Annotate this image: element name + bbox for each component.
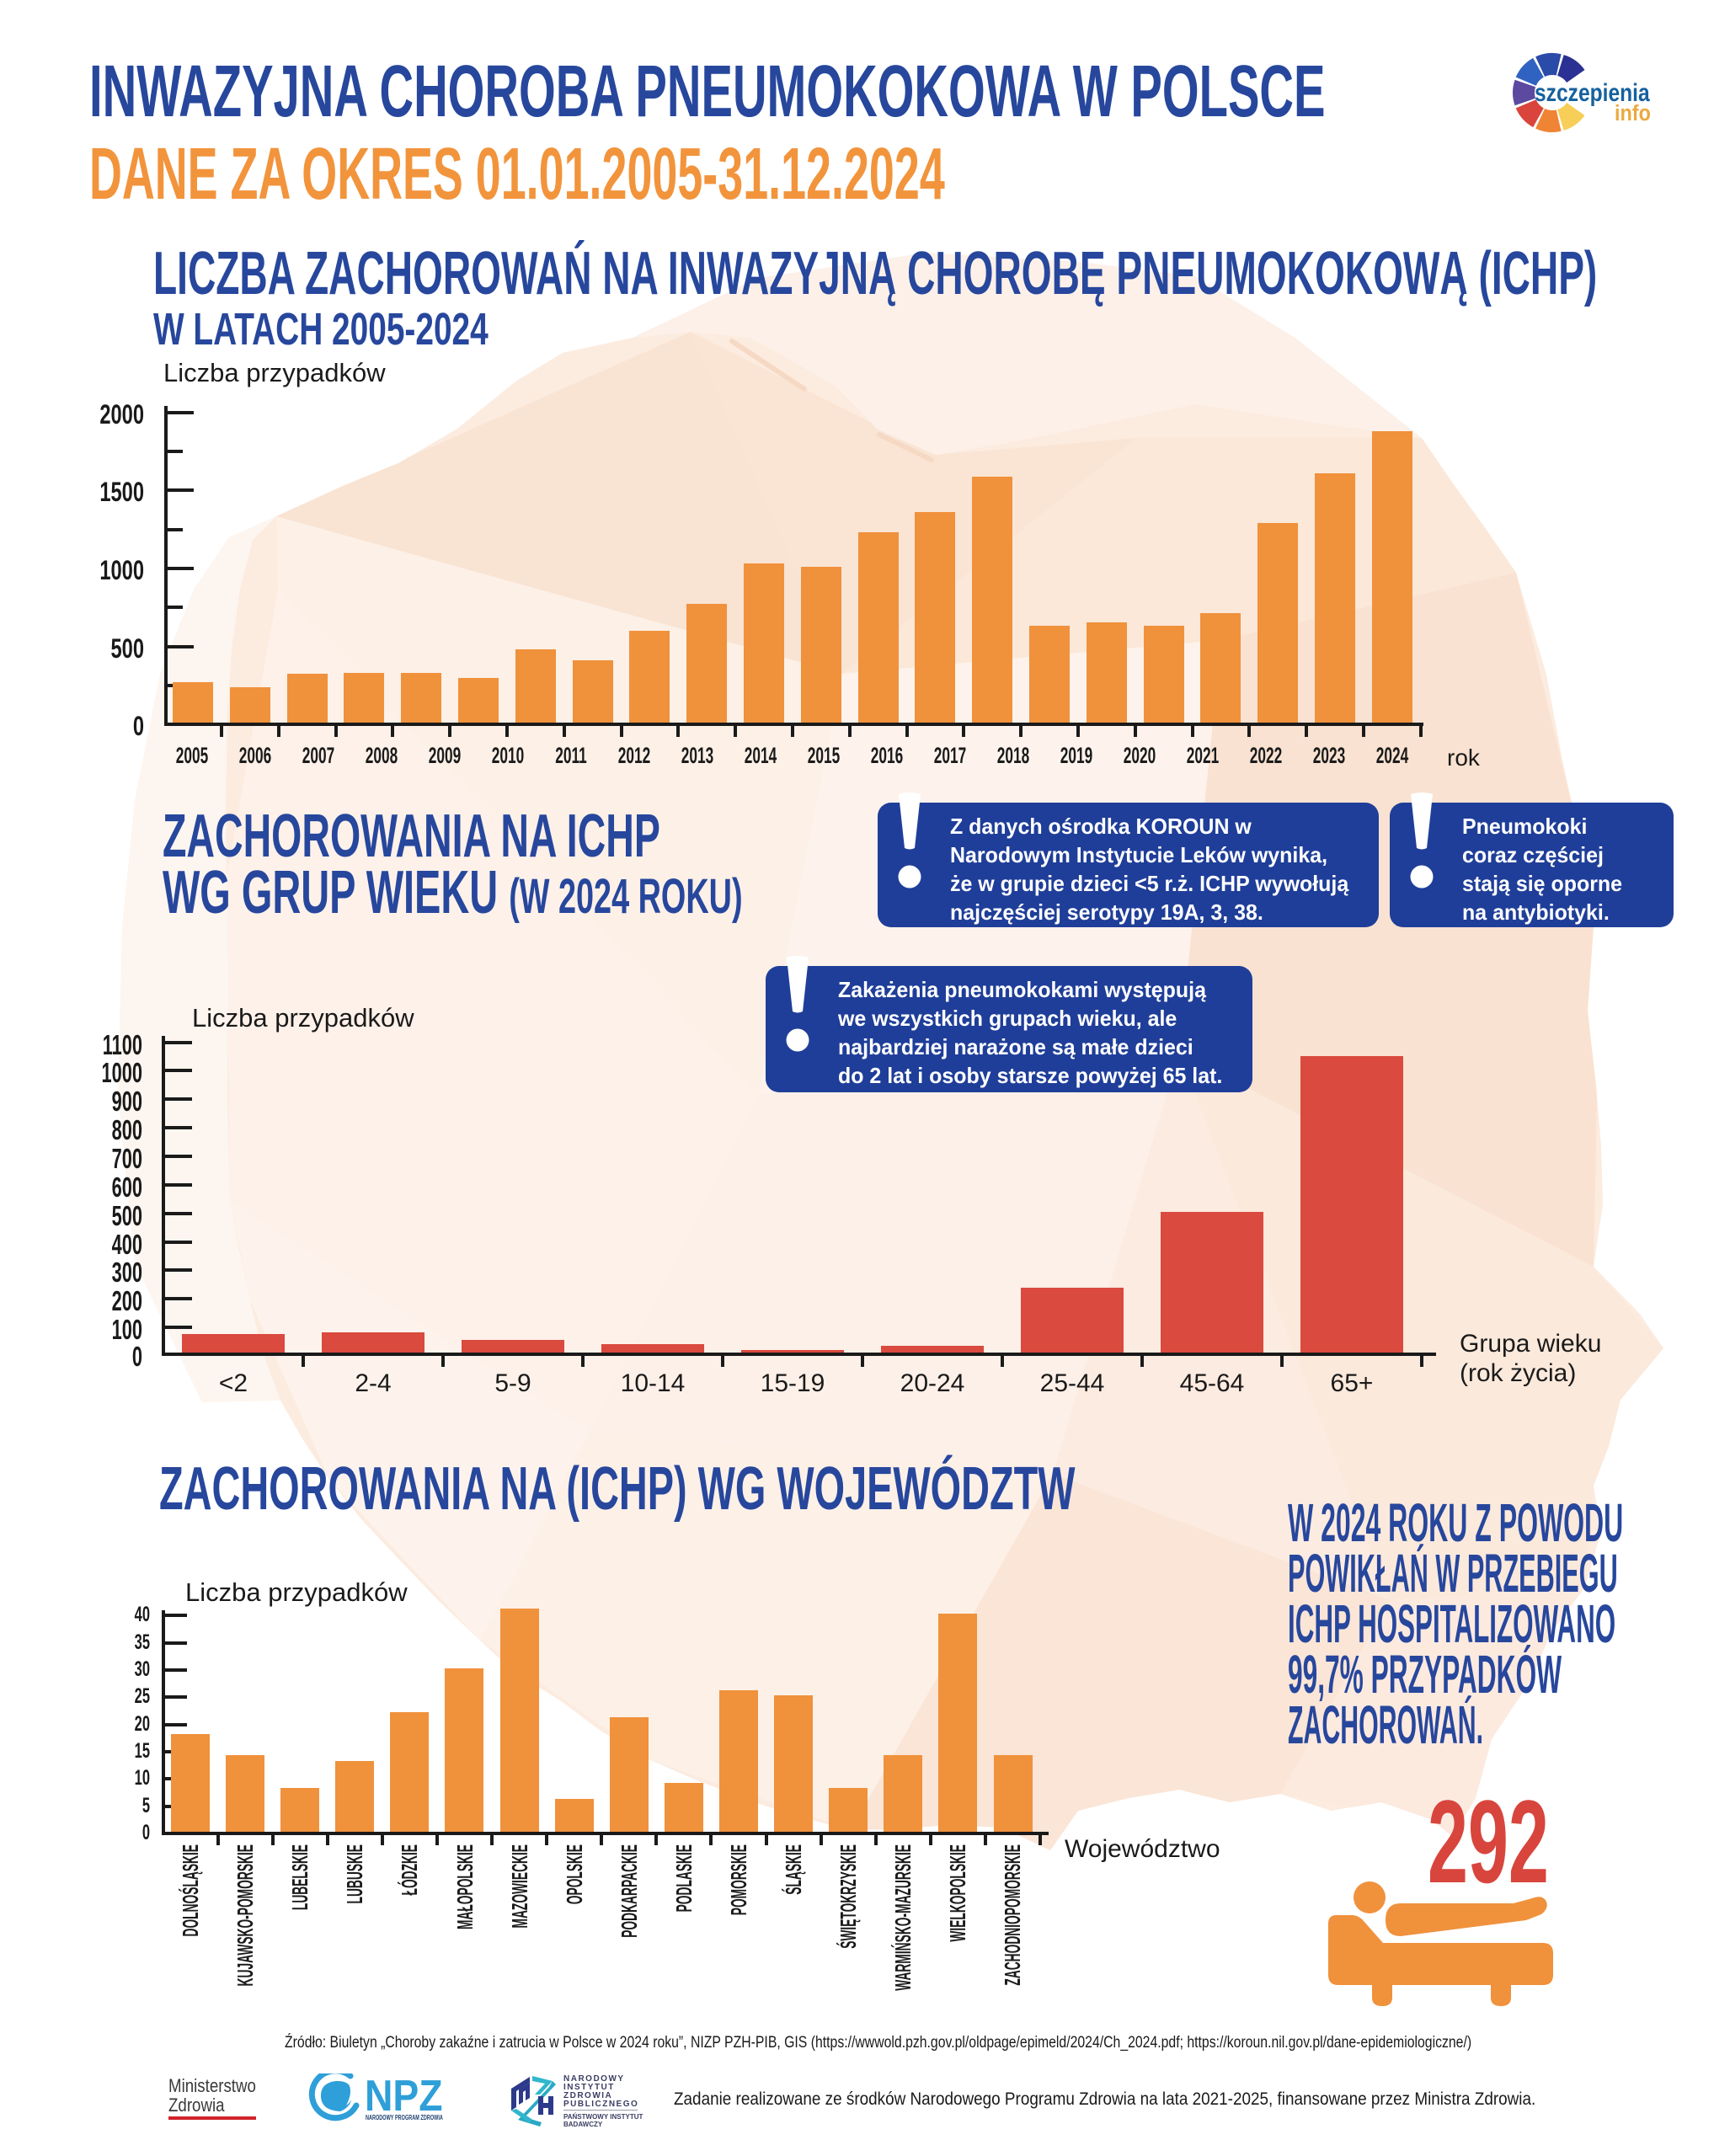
svg-text:info: info	[1615, 102, 1651, 125]
svg-text:szczepienia: szczepienia	[1535, 78, 1650, 107]
